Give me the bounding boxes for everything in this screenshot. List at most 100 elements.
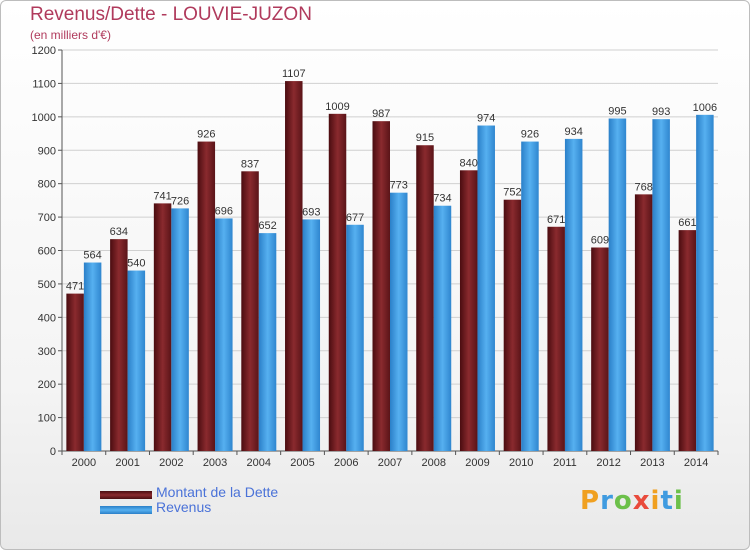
bar-revenus [652,119,670,452]
bar-layer [66,81,714,452]
value-label-dette: 609 [591,234,609,246]
bar-dette [678,230,697,451]
y-tick-label: 500 [38,279,56,291]
value-label-dette: 915 [416,132,434,144]
value-label-dette: 1009 [325,101,349,113]
bar-dette [153,203,172,451]
y-tick-label: 700 [38,212,56,224]
bar-revenus [477,125,495,451]
value-label-dette: 840 [460,157,478,169]
x-tick-label: 2002 [159,457,183,469]
y-tick-label: 600 [38,246,56,258]
value-label-dette: 741 [153,190,171,202]
value-label-dette: 471 [66,281,84,293]
bar-dette [197,141,216,452]
bar-dette [591,247,609,451]
value-label-revenus: 974 [477,113,495,125]
bar-dette [372,121,390,452]
logo-letter: P [580,486,601,516]
x-tick-label: 2013 [640,457,664,469]
logo-letter: i [650,486,661,516]
bar-dette [241,171,259,452]
y-tick-label: 900 [38,145,56,157]
logo-letter: t [660,486,674,516]
bar-revenus [258,233,277,451]
x-tick-label: 2014 [684,457,708,469]
bar-revenus [171,208,189,451]
value-label-revenus: 734 [433,193,451,205]
x-tick-label: 2000 [72,457,96,469]
bar-revenus [564,138,583,451]
x-tick-label: 2001 [115,457,139,469]
bar-dette [547,226,565,451]
y-tick-label: 400 [38,312,56,324]
bar-revenus [696,114,714,451]
bar-revenus [521,141,539,452]
chart-subtitle: (en milliers d'€) [30,28,111,42]
logo-letter: r [600,486,614,516]
x-tick-label: 2003 [203,457,227,469]
bar-dette [66,293,84,451]
y-tick-label: 0 [50,446,56,458]
bar-revenus [127,270,146,451]
y-tick-label: 1200 [32,45,56,57]
y-tick-label: 1100 [32,78,56,90]
bar-dette [503,199,522,451]
x-tick-label: 2010 [509,457,533,469]
value-label-dette: 634 [110,226,128,238]
y-tick-label: 100 [38,413,56,425]
value-label-revenus: 696 [215,205,233,217]
value-label-revenus: 993 [652,106,670,118]
bar-dette [416,145,434,452]
bar-dette [110,239,128,451]
logo-letter: o [613,486,633,516]
y-tick-label: 1000 [32,112,56,124]
x-tick-label: 2008 [421,457,445,469]
value-label-revenus: 934 [565,126,583,138]
legend-swatch-revenus [100,506,152,514]
value-label-revenus: 677 [346,212,364,224]
value-label-revenus: 926 [521,129,539,141]
legend-label-revenus: Revenus [156,499,212,515]
x-tick-label: 2011 [553,457,577,469]
proxiti-logo: Proxiti [580,486,684,516]
value-label-revenus: 693 [302,206,320,218]
bar-dette [328,113,347,451]
value-label-dette: 926 [197,129,215,141]
logo-letter: x [632,486,651,516]
x-tick-label: 2006 [334,457,358,469]
x-tick-label: 2005 [290,457,314,469]
legend-label-dette: Montant de la Dette [156,484,279,500]
value-label-revenus: 995 [608,106,626,118]
bar-revenus [346,224,364,451]
value-label-revenus: 773 [390,180,408,192]
bar-revenus [215,218,233,451]
bar-revenus [433,205,452,451]
value-label-revenus: 726 [171,195,189,207]
value-label-revenus: 564 [83,250,101,262]
value-label-revenus: 652 [258,220,276,232]
y-tick-label: 200 [38,379,56,391]
value-label-dette: 1107 [282,68,306,80]
value-label-dette: 752 [503,187,521,199]
y-tick-label: 800 [38,179,56,191]
bar-dette [285,81,303,451]
value-label-dette: 987 [372,108,390,120]
value-label-dette: 837 [241,158,259,170]
value-label-revenus: 540 [127,258,145,270]
axis-layer: 0 100 200 300 400 500 600 700 800 900 1000 1100 1200… [32,45,719,469]
bar-dette [459,170,478,452]
x-tick-label: 2012 [596,457,620,469]
y-tick-label: 300 [38,346,56,358]
x-tick-label: 2007 [378,457,402,469]
legend-swatch-dette [100,491,152,499]
bar-revenus [83,262,102,451]
x-tick-label: 2009 [465,457,489,469]
bar-revenus [302,219,321,451]
value-label-dette: 671 [547,214,565,226]
value-label-revenus: 1006 [693,102,717,114]
chart-title: Revenus/Dette - LOUVIE-JUZON [30,4,312,25]
bar-revenus [390,192,408,452]
value-label-dette: 768 [634,181,652,193]
